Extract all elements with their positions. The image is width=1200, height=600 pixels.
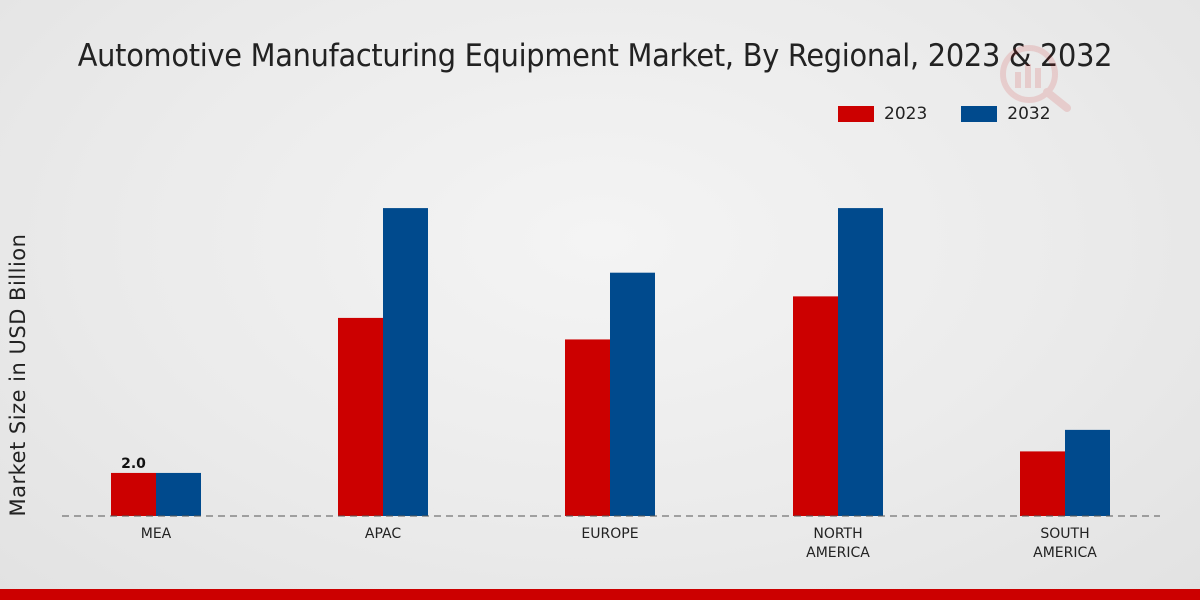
x-tick-label-north-america: NORTH AMERICA [806,526,870,561]
chart-title: Automotive Manufacturing Equipment Marke… [77,38,1113,74]
bar-2032-mea [156,472,201,516]
watermark-logo-icon [1000,45,1071,112]
bar-2032-south-america [1065,429,1110,516]
x-tick-label-apac: APAC [365,526,401,542]
legend-swatch-2032 [961,106,998,122]
legend-item-2032: 2032 [961,104,1051,124]
x-tick-label-mea: MEA [141,526,172,542]
bar-2032-europe [610,272,655,516]
chart-legend: 2023 2032 [838,104,1085,124]
legend-label-2023: 2023 [884,104,928,124]
x-tick-label-south-america: SOUTH AMERICA [1033,526,1097,561]
legend-label-2032: 2032 [1007,104,1051,124]
data-label-2023-0: 2.0 [121,456,146,472]
bar-2023-europe [565,339,610,516]
legend-swatch-2023 [838,106,874,122]
bar-2032-apac [383,208,428,516]
bar-2023-north-america [793,296,838,516]
bar-2023-south-america [1020,451,1065,516]
bar-2023-mea [111,472,156,516]
bar-2032-north-america [838,208,883,516]
x-tick-label-europe: EUROPE [581,526,638,542]
bar-2023-apac [338,317,383,516]
legend-item-2023: 2023 [838,104,927,124]
bottom-accent-bar [0,589,1200,600]
